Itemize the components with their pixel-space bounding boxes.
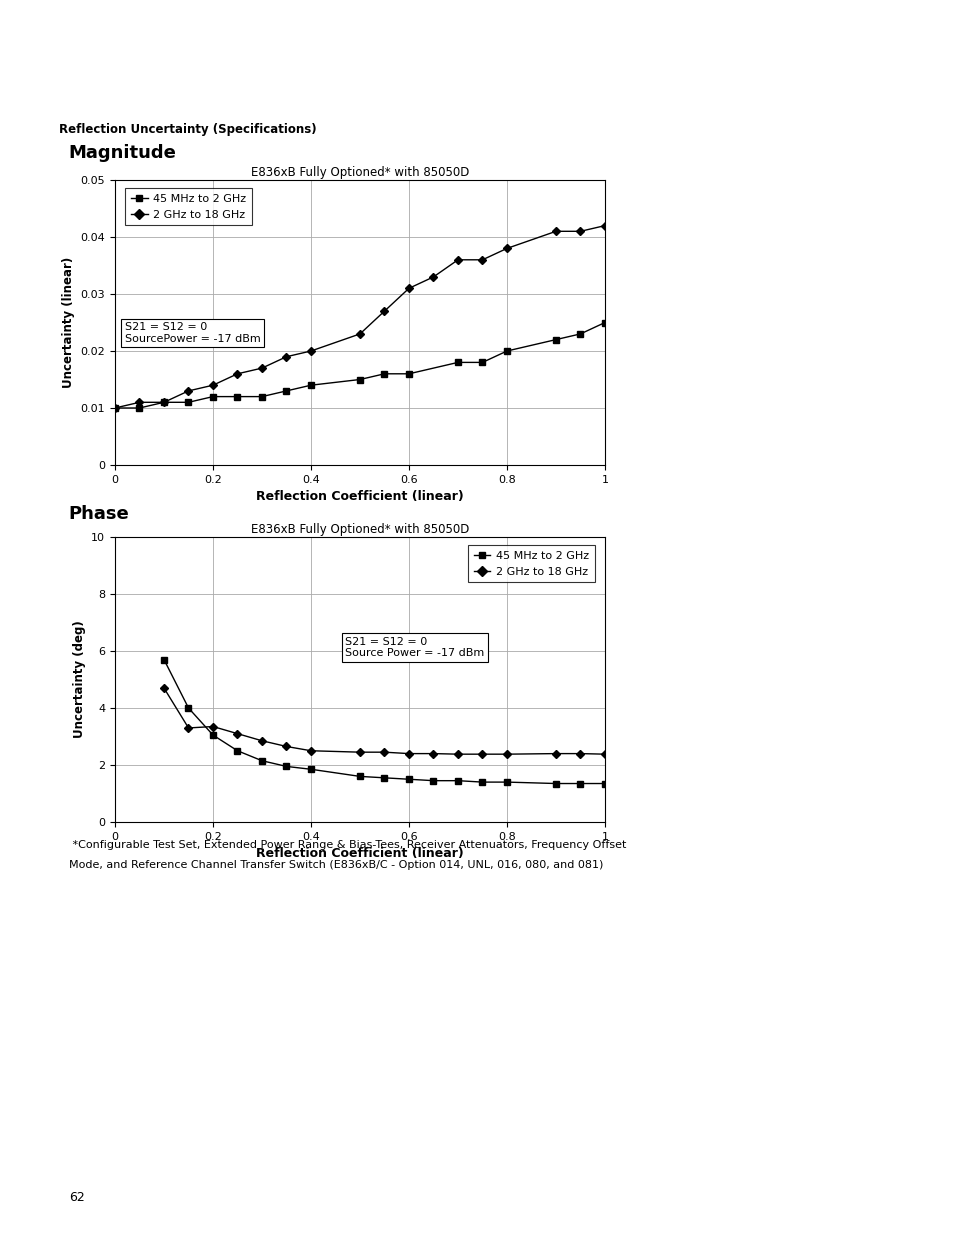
X-axis label: Reflection Coefficient (linear): Reflection Coefficient (linear): [255, 847, 463, 861]
Text: *Configurable Test Set, Extended Power Range & Bias-Tees, Receiver Attenuators, : *Configurable Test Set, Extended Power R…: [69, 840, 625, 850]
Legend: 45 MHz to 2 GHz, 2 GHz to 18 GHz: 45 MHz to 2 GHz, 2 GHz to 18 GHz: [126, 189, 252, 225]
Text: Mode, and Reference Channel Transfer Switch (E836xB/C - Option 014, UNL, 016, 08: Mode, and Reference Channel Transfer Swi…: [69, 860, 602, 869]
Text: Magnitude: Magnitude: [69, 144, 176, 162]
Title: E836xB Fully Optioned* with 85050D: E836xB Fully Optioned* with 85050D: [251, 165, 469, 179]
Text: S21 = S12 = 0
Source Power = -17 dBm: S21 = S12 = 0 Source Power = -17 dBm: [345, 637, 484, 658]
Text: 62: 62: [69, 1191, 85, 1204]
Y-axis label: Uncertainty (deg): Uncertainty (deg): [72, 621, 86, 739]
Y-axis label: Uncertainty (linear): Uncertainty (linear): [62, 257, 75, 388]
X-axis label: Reflection Coefficient (linear): Reflection Coefficient (linear): [255, 490, 463, 504]
Text: Phase: Phase: [69, 505, 130, 522]
Title: E836xB Fully Optioned* with 85050D: E836xB Fully Optioned* with 85050D: [251, 522, 469, 536]
Legend: 45 MHz to 2 GHz, 2 GHz to 18 GHz: 45 MHz to 2 GHz, 2 GHz to 18 GHz: [468, 546, 594, 582]
Text: S21 = S12 = 0
SourcePower = -17 dBm: S21 = S12 = 0 SourcePower = -17 dBm: [125, 322, 260, 345]
Text: Reflection Uncertainty (Specifications): Reflection Uncertainty (Specifications): [59, 124, 316, 137]
